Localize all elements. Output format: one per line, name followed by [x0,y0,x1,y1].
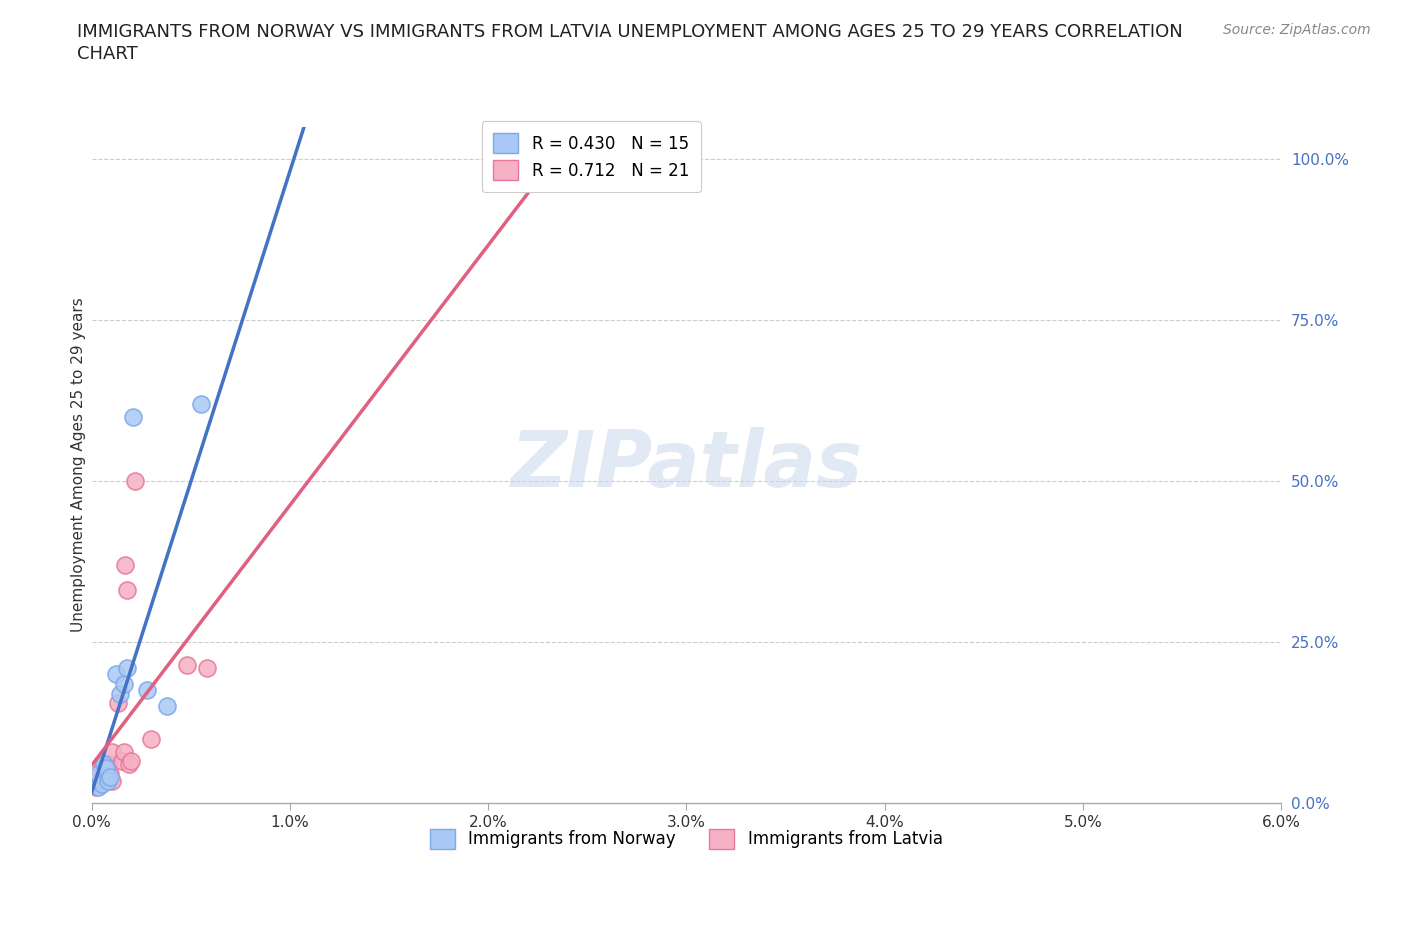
Point [107,696,129,711]
Point [94,764,117,778]
Point [114,557,136,572]
Text: IMMIGRANTS FROM NORWAY VS IMMIGRANTS FROM LATVIA UNEMPLOYMENT AMONG AGES 25 TO 2: IMMIGRANTS FROM NORWAY VS IMMIGRANTS FRO… [77,23,1182,41]
Point [190,396,212,411]
Point [117,583,139,598]
Point [97,757,120,772]
Point [117,660,139,675]
Point [122,409,145,424]
Point [112,676,135,691]
Point [87,770,110,785]
Point [93,757,115,772]
Legend: Immigrants from Norway, Immigrants from Latvia: Immigrants from Norway, Immigrants from … [423,822,949,856]
Point [118,757,141,772]
Point [89,773,111,788]
Point [84,779,107,794]
Text: CHART: CHART [77,45,138,62]
Text: Source: ZipAtlas.com: Source: ZipAtlas.com [1223,23,1371,37]
Point [87,779,110,794]
Text: ZIPatlas: ZIPatlas [510,427,862,503]
Point [112,744,135,759]
Point [156,699,179,714]
Point [195,660,218,675]
Point [93,773,115,788]
Point [124,473,146,488]
Point [136,683,159,698]
Point [100,773,122,788]
Point [176,658,198,672]
Point [98,770,121,785]
Point [90,777,112,791]
Point [108,686,131,701]
Point [90,760,112,775]
Point [87,766,110,781]
Point [104,667,127,682]
Point [100,744,122,759]
Point [97,773,120,788]
Point [94,760,117,775]
Point [120,754,142,769]
Point [141,731,163,746]
Point [98,766,121,781]
Y-axis label: Unemployment Among Ages 25 to 29 years: Unemployment Among Ages 25 to 29 years [72,298,86,632]
Point [110,754,132,769]
